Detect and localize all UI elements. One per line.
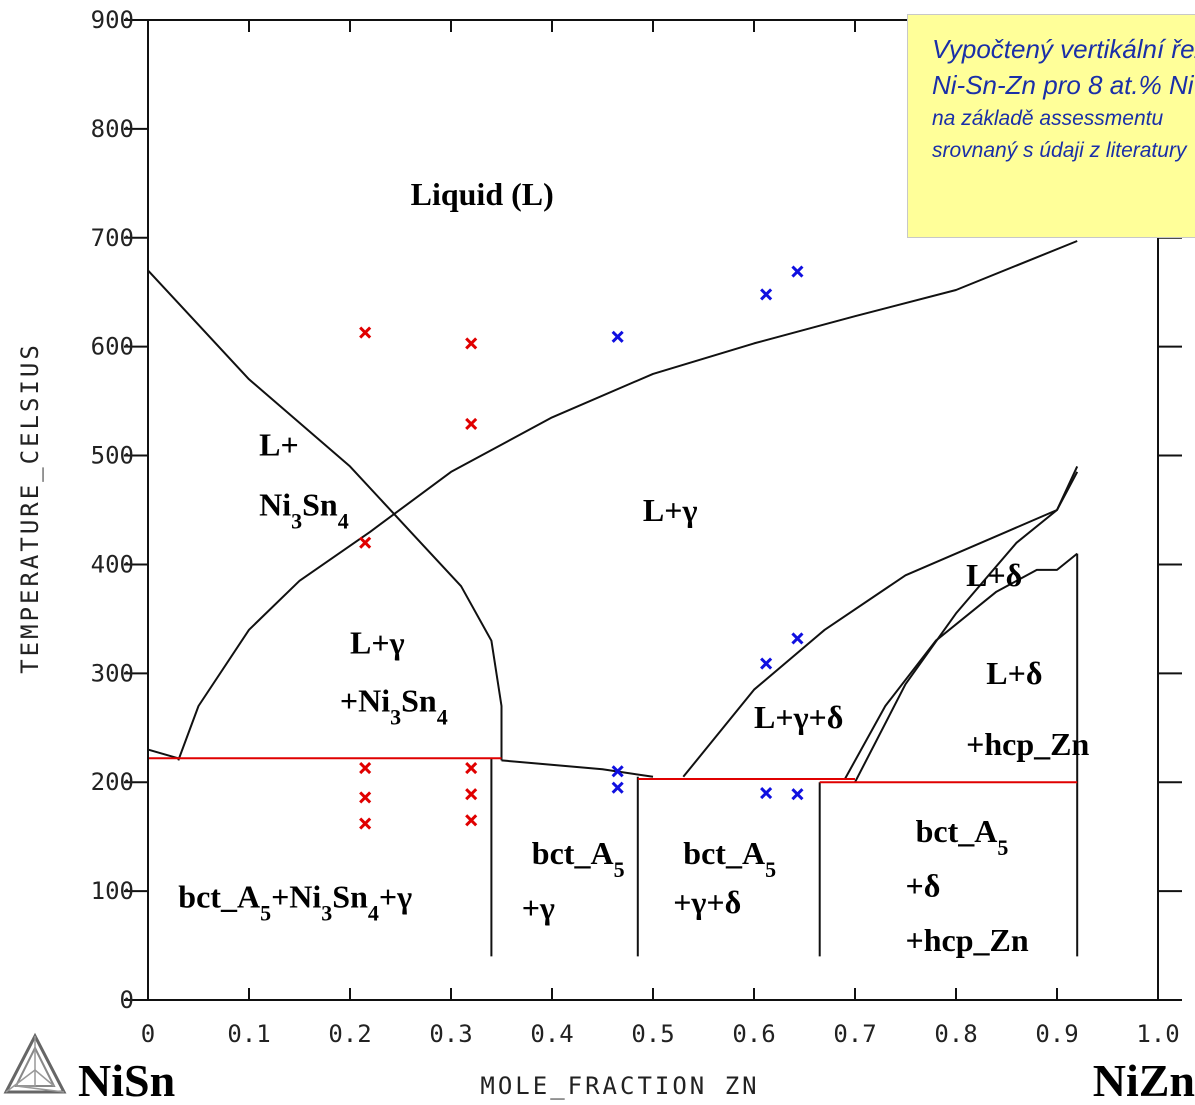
- data-point: [359, 791, 372, 804]
- phase-boundary-6: [844, 552, 1078, 780]
- data-point: [359, 326, 372, 339]
- data-point: [760, 288, 773, 301]
- region-label: +hcp_Zn: [966, 726, 1089, 762]
- y-tick-label: 100: [91, 877, 134, 905]
- region-label: +δ: [906, 868, 941, 904]
- data-point: [791, 265, 804, 278]
- thermo-calc-logo: [3, 1032, 67, 1094]
- note-line-4: srovnaný s údaji z literatury: [932, 139, 1187, 162]
- data-points: [359, 265, 804, 830]
- phase-boundary-2: [147, 748, 179, 760]
- x-tick-label: 0.8: [934, 1020, 977, 1048]
- region-label: +γ+δ: [673, 884, 741, 920]
- x-tick-label: 0.2: [328, 1020, 371, 1048]
- region-label: L+: [259, 427, 299, 463]
- region-label: bct_A5: [683, 835, 776, 882]
- note-line-1: Vypočtený vertikální řez: [932, 34, 1195, 64]
- phase-boundary-7: [854, 471, 1079, 783]
- data-point: [465, 417, 478, 431]
- region-label: bct_A5: [532, 835, 625, 882]
- data-point: [611, 765, 624, 778]
- x-tick-label: 0.1: [227, 1020, 270, 1048]
- region-label: bct_A5+Ni3Sn4+γ: [178, 878, 412, 925]
- region-label: Ni3Sn4: [259, 486, 349, 533]
- data-point: [465, 337, 478, 350]
- phase-boundary-5: [682, 465, 1079, 778]
- y-tick-label: 800: [91, 115, 134, 143]
- region-label: bct_A5: [916, 813, 1009, 860]
- note-line-3: na základě assessmentu: [932, 107, 1164, 130]
- x-tick-label: 0.9: [1035, 1020, 1078, 1048]
- region-labels: Liquid (L) L+ Ni3Sn4 L+γ L+γ +Ni3Sn4 L+δ L+δ +hc…: [178, 176, 1089, 958]
- x-tick-label: 0.3: [429, 1020, 472, 1048]
- region-label: L+γ+δ: [754, 699, 843, 735]
- y-tick-label: 500: [91, 442, 134, 470]
- region-label: +Ni3Sn4: [340, 682, 448, 729]
- region-label: L+δ: [966, 557, 1022, 593]
- left-component-label: NiSn: [78, 1055, 175, 1105]
- data-point: [359, 762, 372, 775]
- x-axis-label: MOLE_FRACTION ZN: [480, 1072, 759, 1100]
- x-tick-label: 0.5: [631, 1020, 674, 1048]
- y-tick-label: 400: [91, 550, 134, 578]
- note-box: Vypočtený vertikální řez Ni-Sn-Zn pro 8 …: [907, 14, 1195, 238]
- data-point: [760, 787, 773, 800]
- data-point: [359, 536, 372, 549]
- data-point: [465, 814, 478, 827]
- region-label: L+γ: [350, 625, 405, 661]
- data-point: [760, 657, 773, 670]
- data-point: [465, 788, 478, 801]
- data-point: [359, 817, 372, 830]
- y-tick-label: 200: [91, 768, 134, 796]
- y-axis-label: TEMPERATURE_CELSIUS: [16, 342, 44, 674]
- data-point: [791, 632, 804, 645]
- phase-boundaries: [147, 240, 1079, 957]
- region-label: Liquid (L): [411, 176, 554, 212]
- x-tick-label: 0: [141, 1020, 155, 1048]
- phase-boundary-4: [501, 759, 654, 778]
- phase-boundary-0: [147, 269, 503, 761]
- region-label: +hcp_Zn: [906, 922, 1029, 958]
- data-point: [611, 330, 624, 343]
- x-tick-label: 0.4: [530, 1020, 573, 1048]
- x-tick-label: 1.0: [1136, 1020, 1179, 1048]
- data-point: [465, 762, 478, 775]
- note-line-2: Ni-Sn-Zn pro 8 at.% Ni: [932, 70, 1194, 100]
- right-component-label: NiZn: [1093, 1055, 1195, 1105]
- phase-boundary-1: [177, 240, 1078, 761]
- region-label: L+γ: [643, 492, 698, 528]
- y-tick-label: 300: [91, 659, 134, 687]
- data-point: [611, 781, 624, 794]
- x-tick-label: 0.6: [732, 1020, 775, 1048]
- axis-ticks: 0 0.1 0.2 0.3 0.4 0.5 0.6 0.7 0.8 0.9 1.0 0 100 200 30…: [91, 6, 1182, 1048]
- y-tick-label: 900: [91, 6, 134, 34]
- y-tick-label: 700: [91, 224, 134, 252]
- data-point: [791, 788, 804, 801]
- region-label: L+δ: [986, 655, 1042, 691]
- x-tick-label: 0.7: [833, 1020, 876, 1048]
- region-label: +γ: [522, 889, 555, 925]
- y-tick-label: 600: [91, 333, 134, 361]
- y-tick-label: 0: [120, 986, 134, 1014]
